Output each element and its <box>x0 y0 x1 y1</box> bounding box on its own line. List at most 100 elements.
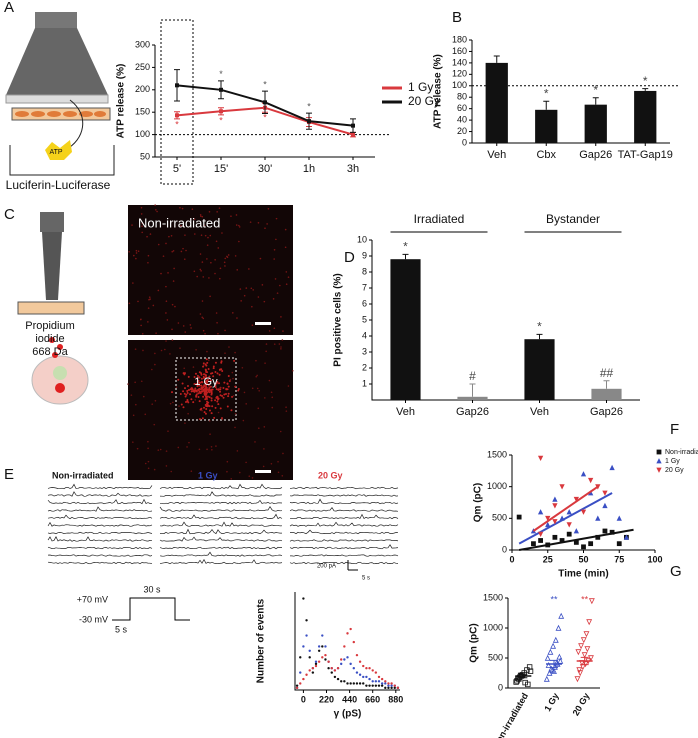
protocol-label: 30 s <box>143 584 161 594</box>
trace-title: 1 Gy <box>198 470 218 480</box>
y-tick-label: 100 <box>452 80 467 90</box>
speckle <box>197 389 200 392</box>
speckle <box>182 247 184 250</box>
significance-label: * <box>643 74 648 88</box>
trace <box>290 554 399 557</box>
speckle <box>241 366 244 369</box>
error-bar <box>603 380 610 389</box>
speckle <box>263 397 266 399</box>
speckle <box>199 268 202 271</box>
speckle <box>285 406 287 409</box>
bar <box>524 339 555 400</box>
speckle <box>186 384 189 387</box>
speckle <box>135 252 138 254</box>
speckle <box>181 382 184 385</box>
point <box>299 671 302 674</box>
speckle <box>140 324 142 327</box>
speckle <box>162 255 165 257</box>
point <box>580 509 587 515</box>
y-axis-label: Qm (pC) <box>469 623 480 662</box>
speckle <box>237 389 240 392</box>
legend-label: 1 Gy <box>665 458 680 465</box>
speckle <box>190 470 193 473</box>
speckle <box>172 250 175 252</box>
significance-label: * <box>537 320 542 334</box>
legend-label: 1 Gy <box>408 80 433 94</box>
panel-letter: F <box>670 421 679 438</box>
speckle <box>172 401 174 404</box>
speckle <box>214 370 217 373</box>
speckle <box>271 396 274 399</box>
point <box>559 515 565 521</box>
speckle <box>194 372 197 375</box>
speckle <box>140 380 143 383</box>
speckle <box>178 405 180 407</box>
y-tick-label: 140 <box>452 57 467 67</box>
speckle <box>243 391 246 394</box>
speckle <box>200 407 203 410</box>
point <box>555 624 562 631</box>
point <box>551 668 557 674</box>
speckle <box>201 261 204 263</box>
y-tick-label: 2 <box>362 362 367 372</box>
speckle <box>187 412 189 415</box>
y-tick-label: 120 <box>452 69 467 79</box>
speckle <box>133 254 135 257</box>
point <box>308 669 311 672</box>
trace-title: Non-irradiated <box>52 470 114 480</box>
point <box>537 509 544 515</box>
point <box>355 671 359 674</box>
x-tick-label: 100 <box>647 554 662 564</box>
x-tick-label: Gap26 <box>590 406 623 418</box>
point <box>623 534 630 540</box>
speckle <box>227 392 230 395</box>
speckle <box>210 397 213 400</box>
point <box>573 540 579 545</box>
speckle <box>203 406 206 409</box>
speckle <box>193 270 196 273</box>
x-tick-label: 880 <box>388 694 403 704</box>
speckle <box>154 363 156 366</box>
speckle <box>189 393 192 396</box>
speckle <box>252 289 255 291</box>
speckle <box>231 395 234 398</box>
speckle <box>245 403 248 405</box>
significance-label: * <box>544 86 549 100</box>
speckle <box>223 261 226 264</box>
point <box>538 538 543 543</box>
speckle <box>186 389 189 392</box>
speckle <box>251 305 253 308</box>
speckle <box>264 362 266 364</box>
point <box>374 684 378 687</box>
speckle <box>198 384 201 387</box>
speckle <box>132 414 135 417</box>
speckle <box>160 349 163 352</box>
speckle <box>279 430 282 433</box>
point <box>387 686 390 690</box>
trace <box>289 529 399 535</box>
point <box>556 653 563 660</box>
point <box>656 458 662 464</box>
image-label: 1 Gy <box>194 376 218 388</box>
point <box>349 682 352 685</box>
speckle <box>198 390 201 393</box>
significance-label: ## <box>600 366 614 380</box>
scale-label: 5 s <box>362 576 370 582</box>
speckle <box>177 378 180 381</box>
speckle <box>165 340 167 342</box>
point <box>552 519 558 525</box>
speckle <box>198 371 201 374</box>
speckle <box>277 471 280 474</box>
trace <box>159 483 283 490</box>
point <box>308 656 311 659</box>
speckle <box>251 477 254 479</box>
speckle <box>151 368 153 371</box>
speckle <box>220 360 223 363</box>
speckle <box>127 383 129 385</box>
speckle <box>198 400 201 403</box>
speckle <box>201 316 204 319</box>
x-tick-label: Veh <box>487 149 506 161</box>
trace <box>47 506 153 512</box>
speckle <box>261 284 264 286</box>
speckle <box>147 254 150 257</box>
